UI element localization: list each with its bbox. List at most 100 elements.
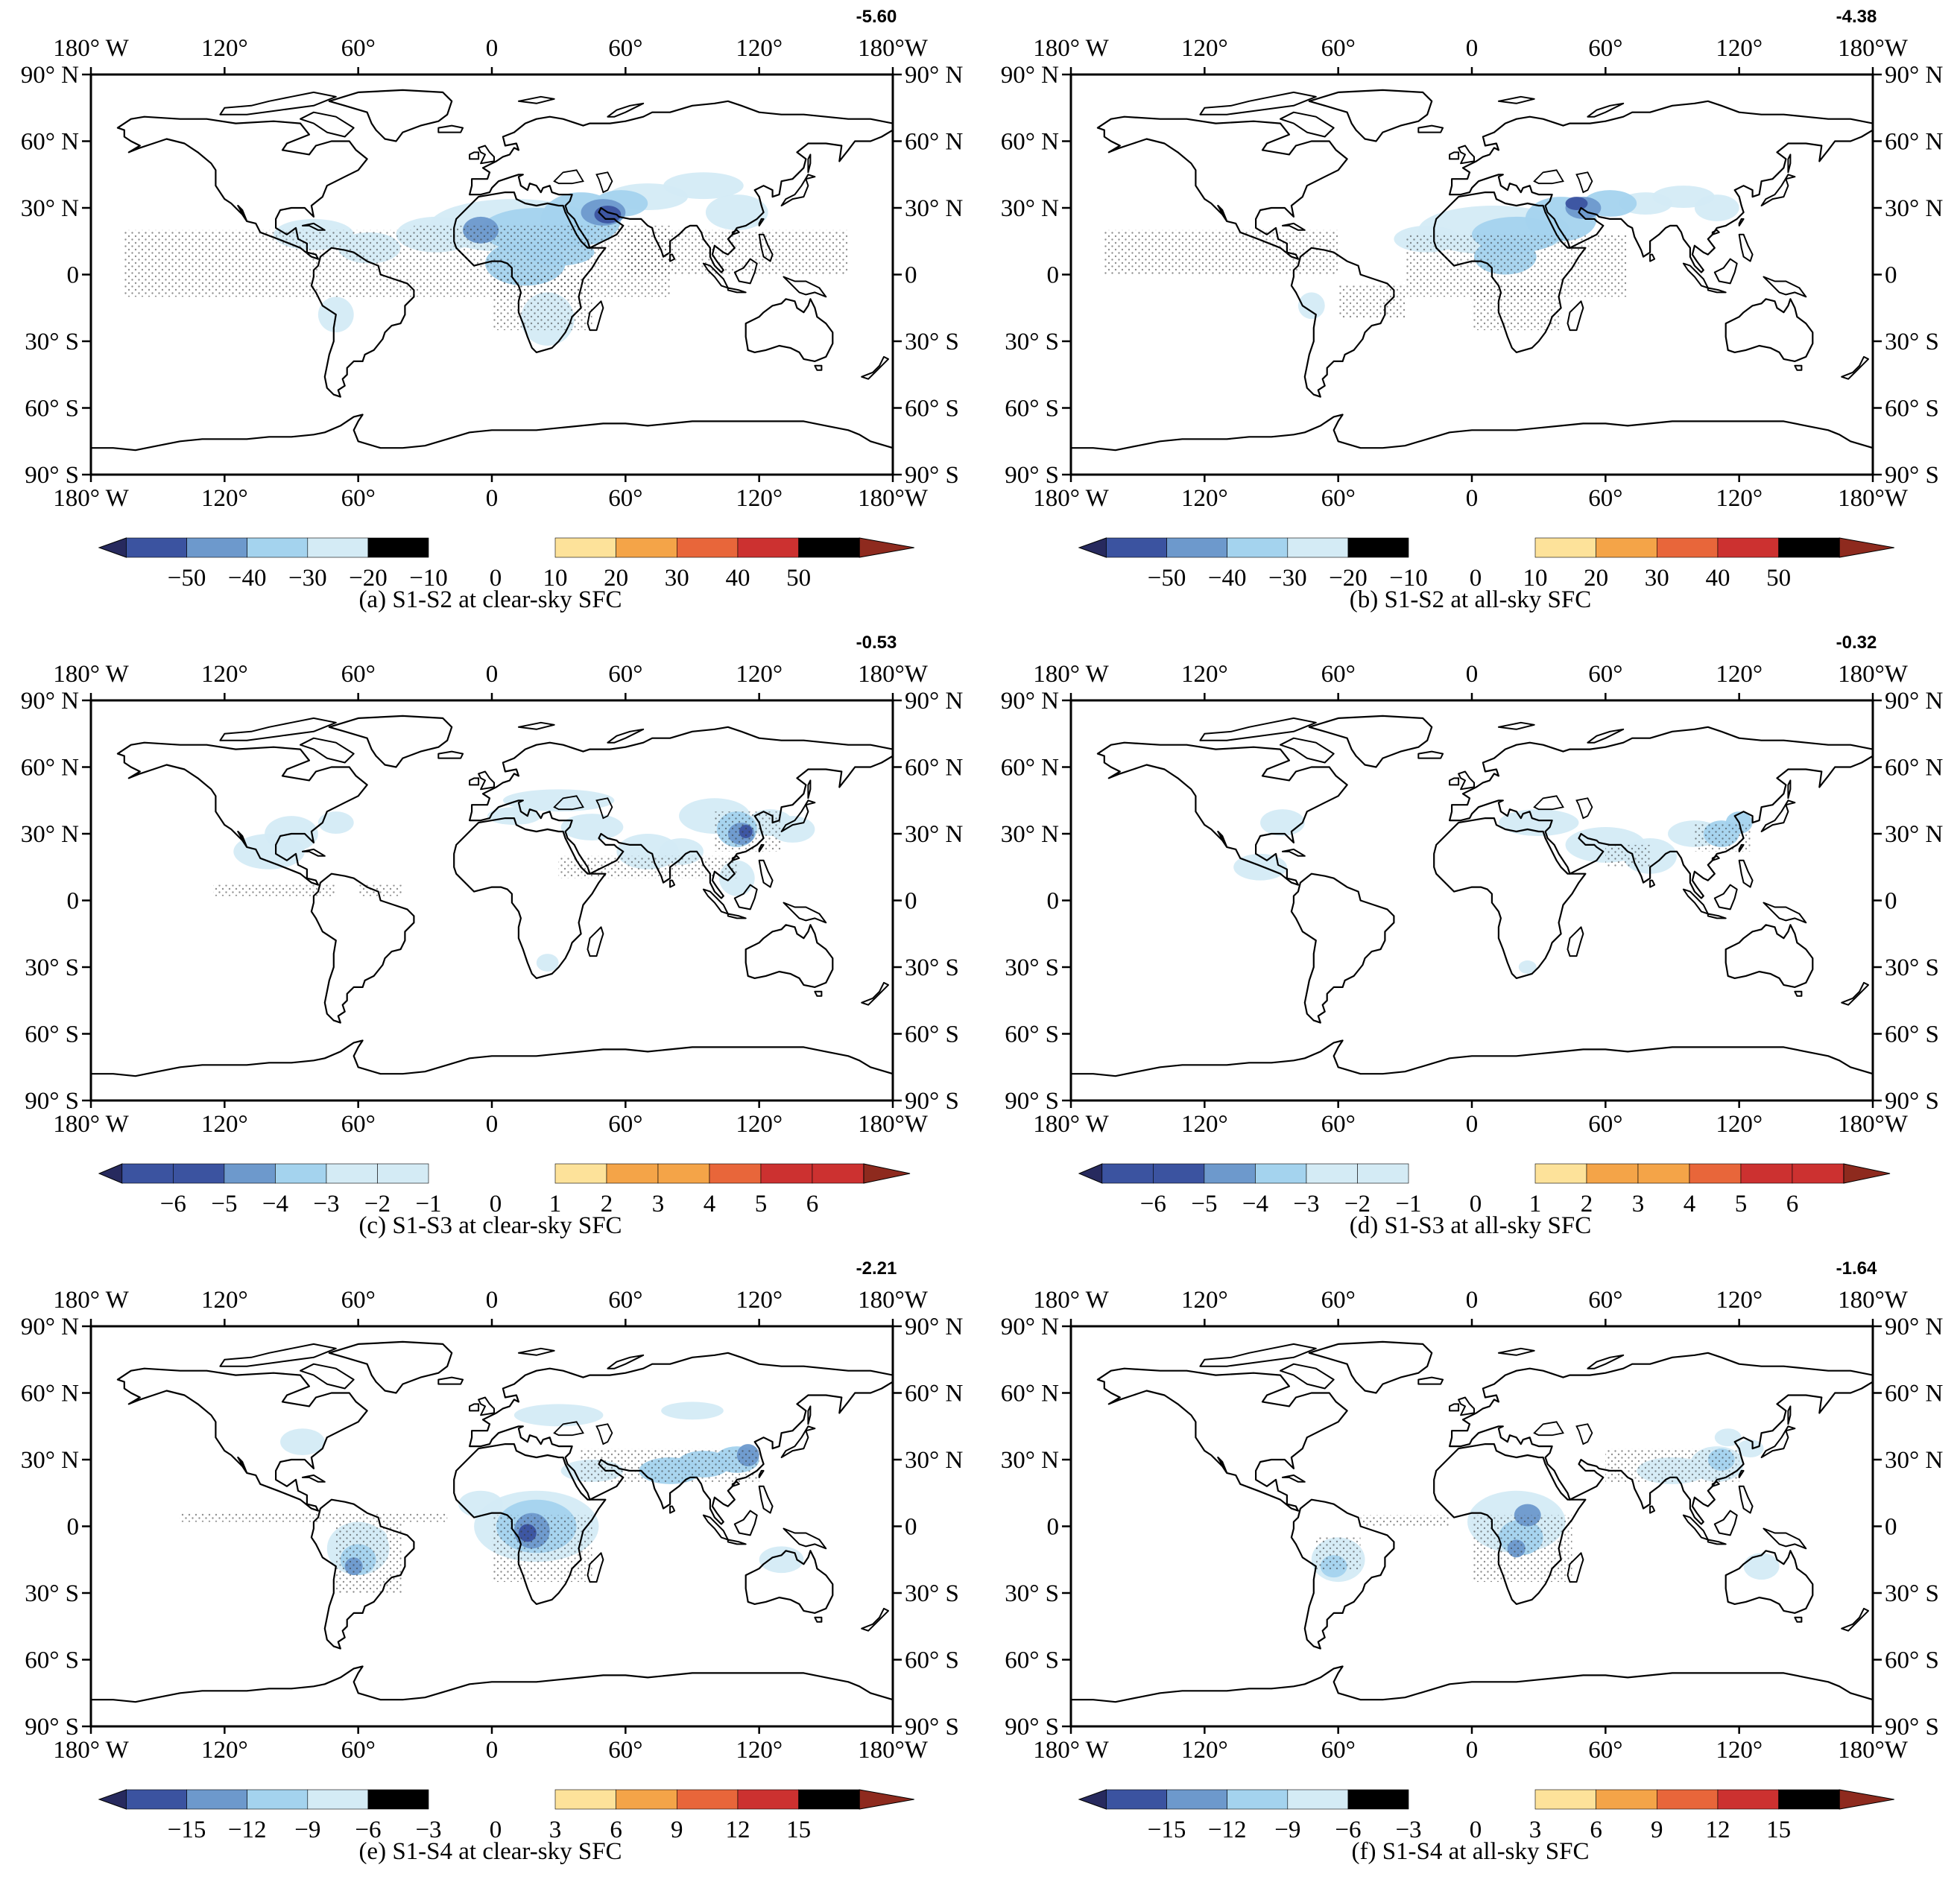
- significance-stippling: [1104, 229, 1338, 275]
- x-tick-label-bottom: 60°: [341, 1111, 376, 1138]
- colorbar-pos-label: 1: [1529, 1191, 1542, 1217]
- y-tick-label-left: 30° S: [1005, 329, 1059, 355]
- y-tick-label-right: 30° N: [905, 1447, 963, 1474]
- colorbar-neg-segment: [1227, 537, 1289, 558]
- coastline-new-zealand: [861, 1607, 889, 1632]
- colorbar-neg-label: −50: [1148, 565, 1186, 592]
- anomaly-contour-fill: [560, 814, 624, 840]
- x-tick-label-top: 0: [1466, 1287, 1479, 1314]
- colorbar-pos-segment: [554, 1789, 616, 1810]
- y-tick-label-right: 30° S: [905, 954, 959, 981]
- y-tick-label-left: 0: [1047, 262, 1060, 289]
- coastline-madagascar: [1567, 926, 1584, 957]
- colorbar-neg-segment: [224, 1163, 276, 1184]
- coastline-antarctica: [91, 414, 893, 475]
- y-tick-label-left: 60° N: [1001, 1381, 1059, 1407]
- coastline-novaya-zemlya: [607, 728, 645, 744]
- significance-stippling: [581, 1448, 759, 1482]
- colorbar-pos-segment: [1717, 537, 1779, 558]
- map-area: [1071, 700, 1873, 1100]
- y-tick-label-right: 30° N: [1885, 1447, 1943, 1474]
- coastline-eurasia: [469, 100, 893, 273]
- y-tick-label-left: 90° N: [1001, 62, 1059, 89]
- coastline-south-america: [310, 873, 415, 1024]
- colorbar-neg-label: −50: [168, 565, 206, 592]
- y-tick-label-left: 30° S: [25, 954, 79, 981]
- colorbar-pos-segment: [1596, 1789, 1657, 1810]
- coastline-greenland: [1308, 1340, 1433, 1394]
- x-tick-label-top: 0: [1466, 661, 1479, 688]
- x-tick-label-bottom: 120°: [736, 1737, 783, 1764]
- coastline-madagascar: [587, 926, 604, 957]
- coastline-ireland: [1449, 1403, 1460, 1412]
- coastline-australia: [745, 1550, 834, 1614]
- anomaly-contour-fill: [502, 789, 615, 812]
- panel-f: 180° W 180° W 120° 120° 60° 60° 0 0 60° 60° 120° 12…: [980, 1252, 1960, 1878]
- colorbar-pos-label: 5: [1735, 1191, 1748, 1217]
- coastline-antarctica: [1071, 1665, 1873, 1726]
- y-tick-label-right: 30° S: [905, 1580, 959, 1607]
- colorbar-neg-segment: [1347, 1789, 1409, 1810]
- colorbar-neg-label: −15: [168, 1817, 206, 1843]
- coastline-eurasia: [1449, 100, 1873, 273]
- coastline-ireland: [469, 777, 480, 786]
- colorbar-pos-label: 50: [1766, 565, 1791, 592]
- colorbar-neg-segment: [1153, 1163, 1205, 1184]
- y-tick-label-left: 90° S: [1005, 462, 1059, 489]
- colorbar-pos-segment: [1689, 1163, 1742, 1184]
- colorbar-pos-label: 15: [1766, 1817, 1791, 1843]
- x-tick-label-top: 120°: [1181, 1287, 1228, 1314]
- colorbar-pos-label: 30: [1645, 565, 1669, 592]
- y-tick-label-right: 60° N: [1885, 755, 1943, 782]
- coastline-madagascar: [1567, 1552, 1584, 1583]
- x-tick-label-bottom: 120°: [1716, 1111, 1763, 1138]
- colorbar-neg-label: −30: [1268, 565, 1307, 592]
- coastline-uk: [1458, 145, 1475, 165]
- x-tick-label-bottom: 60°: [608, 1737, 642, 1764]
- coastline-africa: [453, 191, 607, 353]
- colorbar-pos-tip: [863, 1163, 911, 1184]
- x-tick-label-bottom: 60°: [1321, 1111, 1356, 1138]
- colorbar-neg-segment: [173, 1163, 225, 1184]
- coastline-baffin: [300, 111, 355, 138]
- coastline-north-america: [116, 115, 368, 260]
- coastline-sumatra: [1682, 1514, 1709, 1541]
- coastline-caspian: [595, 1423, 613, 1445]
- colorbar-neg-tip: [1078, 537, 1107, 558]
- coastline-iceland: [1417, 124, 1444, 133]
- x-tick-label-bottom: 180°W: [858, 1737, 929, 1764]
- colorbar-pos-label: 30: [665, 565, 689, 592]
- x-tick-label-top: 180° W: [1033, 661, 1109, 688]
- y-tick-label-left: 30° N: [1001, 1447, 1059, 1474]
- x-tick-label-top: 180° W: [53, 35, 129, 62]
- coastline-eurasia: [469, 1352, 893, 1525]
- map-area: [1071, 75, 1873, 475]
- x-tick-label-bottom: 60°: [1321, 485, 1356, 512]
- y-tick-label-left: 30° N: [21, 1447, 79, 1474]
- y-tick-label-left: 60° N: [1001, 129, 1059, 156]
- colorbar-pos-segment: [616, 1789, 677, 1810]
- y-tick-label-right: 90° N: [905, 62, 963, 89]
- x-tick-label-top: 60°: [341, 1287, 376, 1314]
- colorbar-pos-segment: [1778, 537, 1840, 558]
- significance-stippling: [625, 229, 849, 275]
- coastline-sri-lanka: [669, 879, 676, 888]
- colorbar-neg-segment: [1287, 1789, 1349, 1810]
- colorbar-pos-segment: [812, 1163, 864, 1184]
- colorbar-neg-segment: [1357, 1163, 1409, 1184]
- y-tick-label-right: 60° N: [1885, 1381, 1943, 1407]
- coastline-philippines: [1738, 859, 1754, 888]
- significance-stippling: [180, 1513, 448, 1522]
- x-tick-label-bottom: 120°: [201, 485, 248, 512]
- colorbar-neg-label: −3: [415, 1817, 441, 1843]
- coastline-eurasia: [1449, 1352, 1873, 1525]
- colorbar-neg-segment: [307, 537, 369, 558]
- panel-caption: (d) S1-S3 at all-sky SFC: [1350, 1212, 1592, 1239]
- y-tick-label-left: 0: [1047, 888, 1060, 915]
- y-tick-label-right: 0: [905, 262, 917, 289]
- colorbar-neg-segment: [1106, 1789, 1167, 1810]
- anomaly-contour-fill: [536, 954, 559, 972]
